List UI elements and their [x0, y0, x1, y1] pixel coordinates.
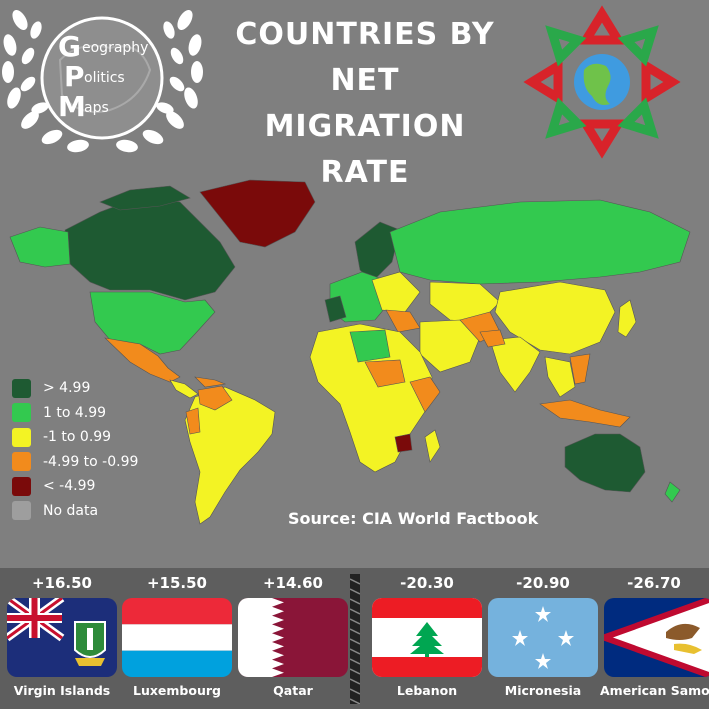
flag-virgin-islands — [7, 598, 117, 677]
legend-label: -4.99 to -0.99 — [43, 453, 139, 470]
legend-item: -1 to 0.99 — [12, 425, 138, 450]
country-name-micronesia: Micronesia — [504, 683, 582, 698]
logo-word-maps: aps — [84, 100, 109, 116]
map-legend: > 4.99 1 to 4.99 -1 to 0.99 -4.99 to -0.… — [12, 376, 138, 523]
legend-label: < -4.99 — [43, 478, 96, 495]
legend-item: -4.99 to -0.99 — [12, 450, 138, 475]
legend-item: > 4.99 — [12, 376, 138, 401]
flag-luxembourg — [122, 598, 232, 677]
logo-letter-g: G — [58, 30, 81, 63]
flag-qatar — [238, 598, 348, 677]
logo-word-politics: olitics — [84, 70, 125, 86]
alaska — [9, 226, 71, 268]
africa — [309, 323, 433, 473]
country-name-luxembourg: Luxembourg — [133, 683, 221, 698]
legend-label: 1 to 4.99 — [43, 404, 107, 421]
globe-arrows-icon — [523, 5, 681, 159]
legend-swatch — [12, 427, 31, 447]
logo-word-geography: eography — [82, 40, 148, 56]
legend-swatch — [12, 476, 31, 496]
legend-label: No data — [43, 502, 99, 519]
flag-lebanon — [372, 598, 482, 677]
rate-american-samoa: -26.70 — [627, 574, 681, 592]
australia — [564, 433, 646, 493]
gpm-logo: G eography P olitics M aps — [2, 10, 203, 153]
south-america — [184, 386, 276, 525]
canada — [64, 196, 236, 301]
rate-micronesia: -20.90 — [516, 574, 570, 592]
flag-micronesia — [488, 598, 598, 677]
rate-qatar: +14.60 — [262, 574, 323, 592]
usa — [89, 291, 216, 355]
legend-item: No data — [12, 499, 138, 524]
rate-lebanon: -20.30 — [400, 574, 454, 592]
country-name-american-samoa: American Samoa — [600, 683, 709, 698]
country-name-qatar: Qatar — [273, 683, 313, 698]
legend-swatch — [12, 378, 31, 398]
legend-swatch — [12, 501, 31, 521]
country-name-virgin-islands: Virgin Islands — [13, 683, 111, 698]
legend-label: -1 to 0.99 — [43, 429, 112, 446]
country-name-lebanon: Lebanon — [396, 683, 458, 698]
india — [489, 336, 541, 393]
flag-american-samoa — [604, 598, 709, 677]
page-title: COUNTRIES BY NET MIGRATION RATE — [235, 17, 495, 190]
laurel-wreath-icon — [2, 10, 203, 153]
rate-luxembourg: +15.50 — [146, 574, 207, 592]
legend-swatch — [12, 403, 31, 423]
scandinavia — [354, 221, 401, 283]
mexico — [104, 337, 181, 383]
source-note: Source: CIA World Factbook — [288, 509, 539, 528]
divider-bar — [350, 574, 360, 704]
russia — [389, 199, 691, 285]
rate-virgin-islands: +16.50 — [31, 574, 92, 592]
legend-item: 1 to 4.99 — [12, 401, 138, 426]
world-map — [9, 179, 691, 525]
greenland — [199, 179, 316, 248]
legend-label: > 4.99 — [43, 380, 91, 397]
legend-item: < -4.99 — [12, 474, 138, 499]
china — [494, 281, 616, 355]
legend-swatch — [12, 452, 31, 472]
logo-letter-p: P — [64, 60, 85, 93]
logo-letter-m: M — [58, 90, 86, 123]
